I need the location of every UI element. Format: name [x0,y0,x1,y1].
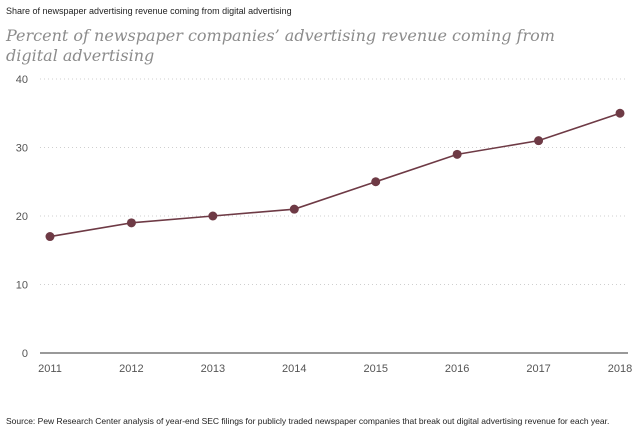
x-tick-label: 2012 [119,363,143,375]
gridlines [40,78,628,354]
x-tick-label: 2011 [38,363,62,375]
x-tick-label: 2016 [445,363,469,375]
y-tick-label: 10 [16,280,28,292]
data-point [615,108,625,118]
series-line [49,112,621,238]
x-axis-tick-labels: 2011 2012 2013 2014 2015 2016 2017 2018 [38,363,632,375]
x-tick-label: 2018 [608,363,632,375]
data-point [126,218,136,228]
chart-subtitle: Share of newspaper advertising revenue c… [6,6,292,16]
data-point [371,177,381,187]
data-point [289,204,299,214]
x-tick-label: 2013 [201,363,225,375]
y-axis-tick-labels: 0 10 20 30 40 [16,74,28,360]
x-tick-label: 2014 [282,363,306,375]
x-tick-label: 2017 [526,363,550,375]
x-tick-label: 2015 [363,363,387,375]
data-points [45,108,625,242]
chart-title: Percent of newspaper companies’ advertis… [6,26,555,65]
y-tick-label: 40 [16,74,28,86]
y-tick-label: 0 [22,348,28,360]
data-point [208,211,218,221]
y-tick-label: 30 [16,143,28,155]
data-point [534,136,544,146]
source-note: Source: Pew Research Center analysis of … [6,416,610,426]
data-point [45,232,55,242]
series-line-layer [49,112,621,238]
data-point [452,149,462,159]
y-tick-label: 20 [16,211,28,223]
